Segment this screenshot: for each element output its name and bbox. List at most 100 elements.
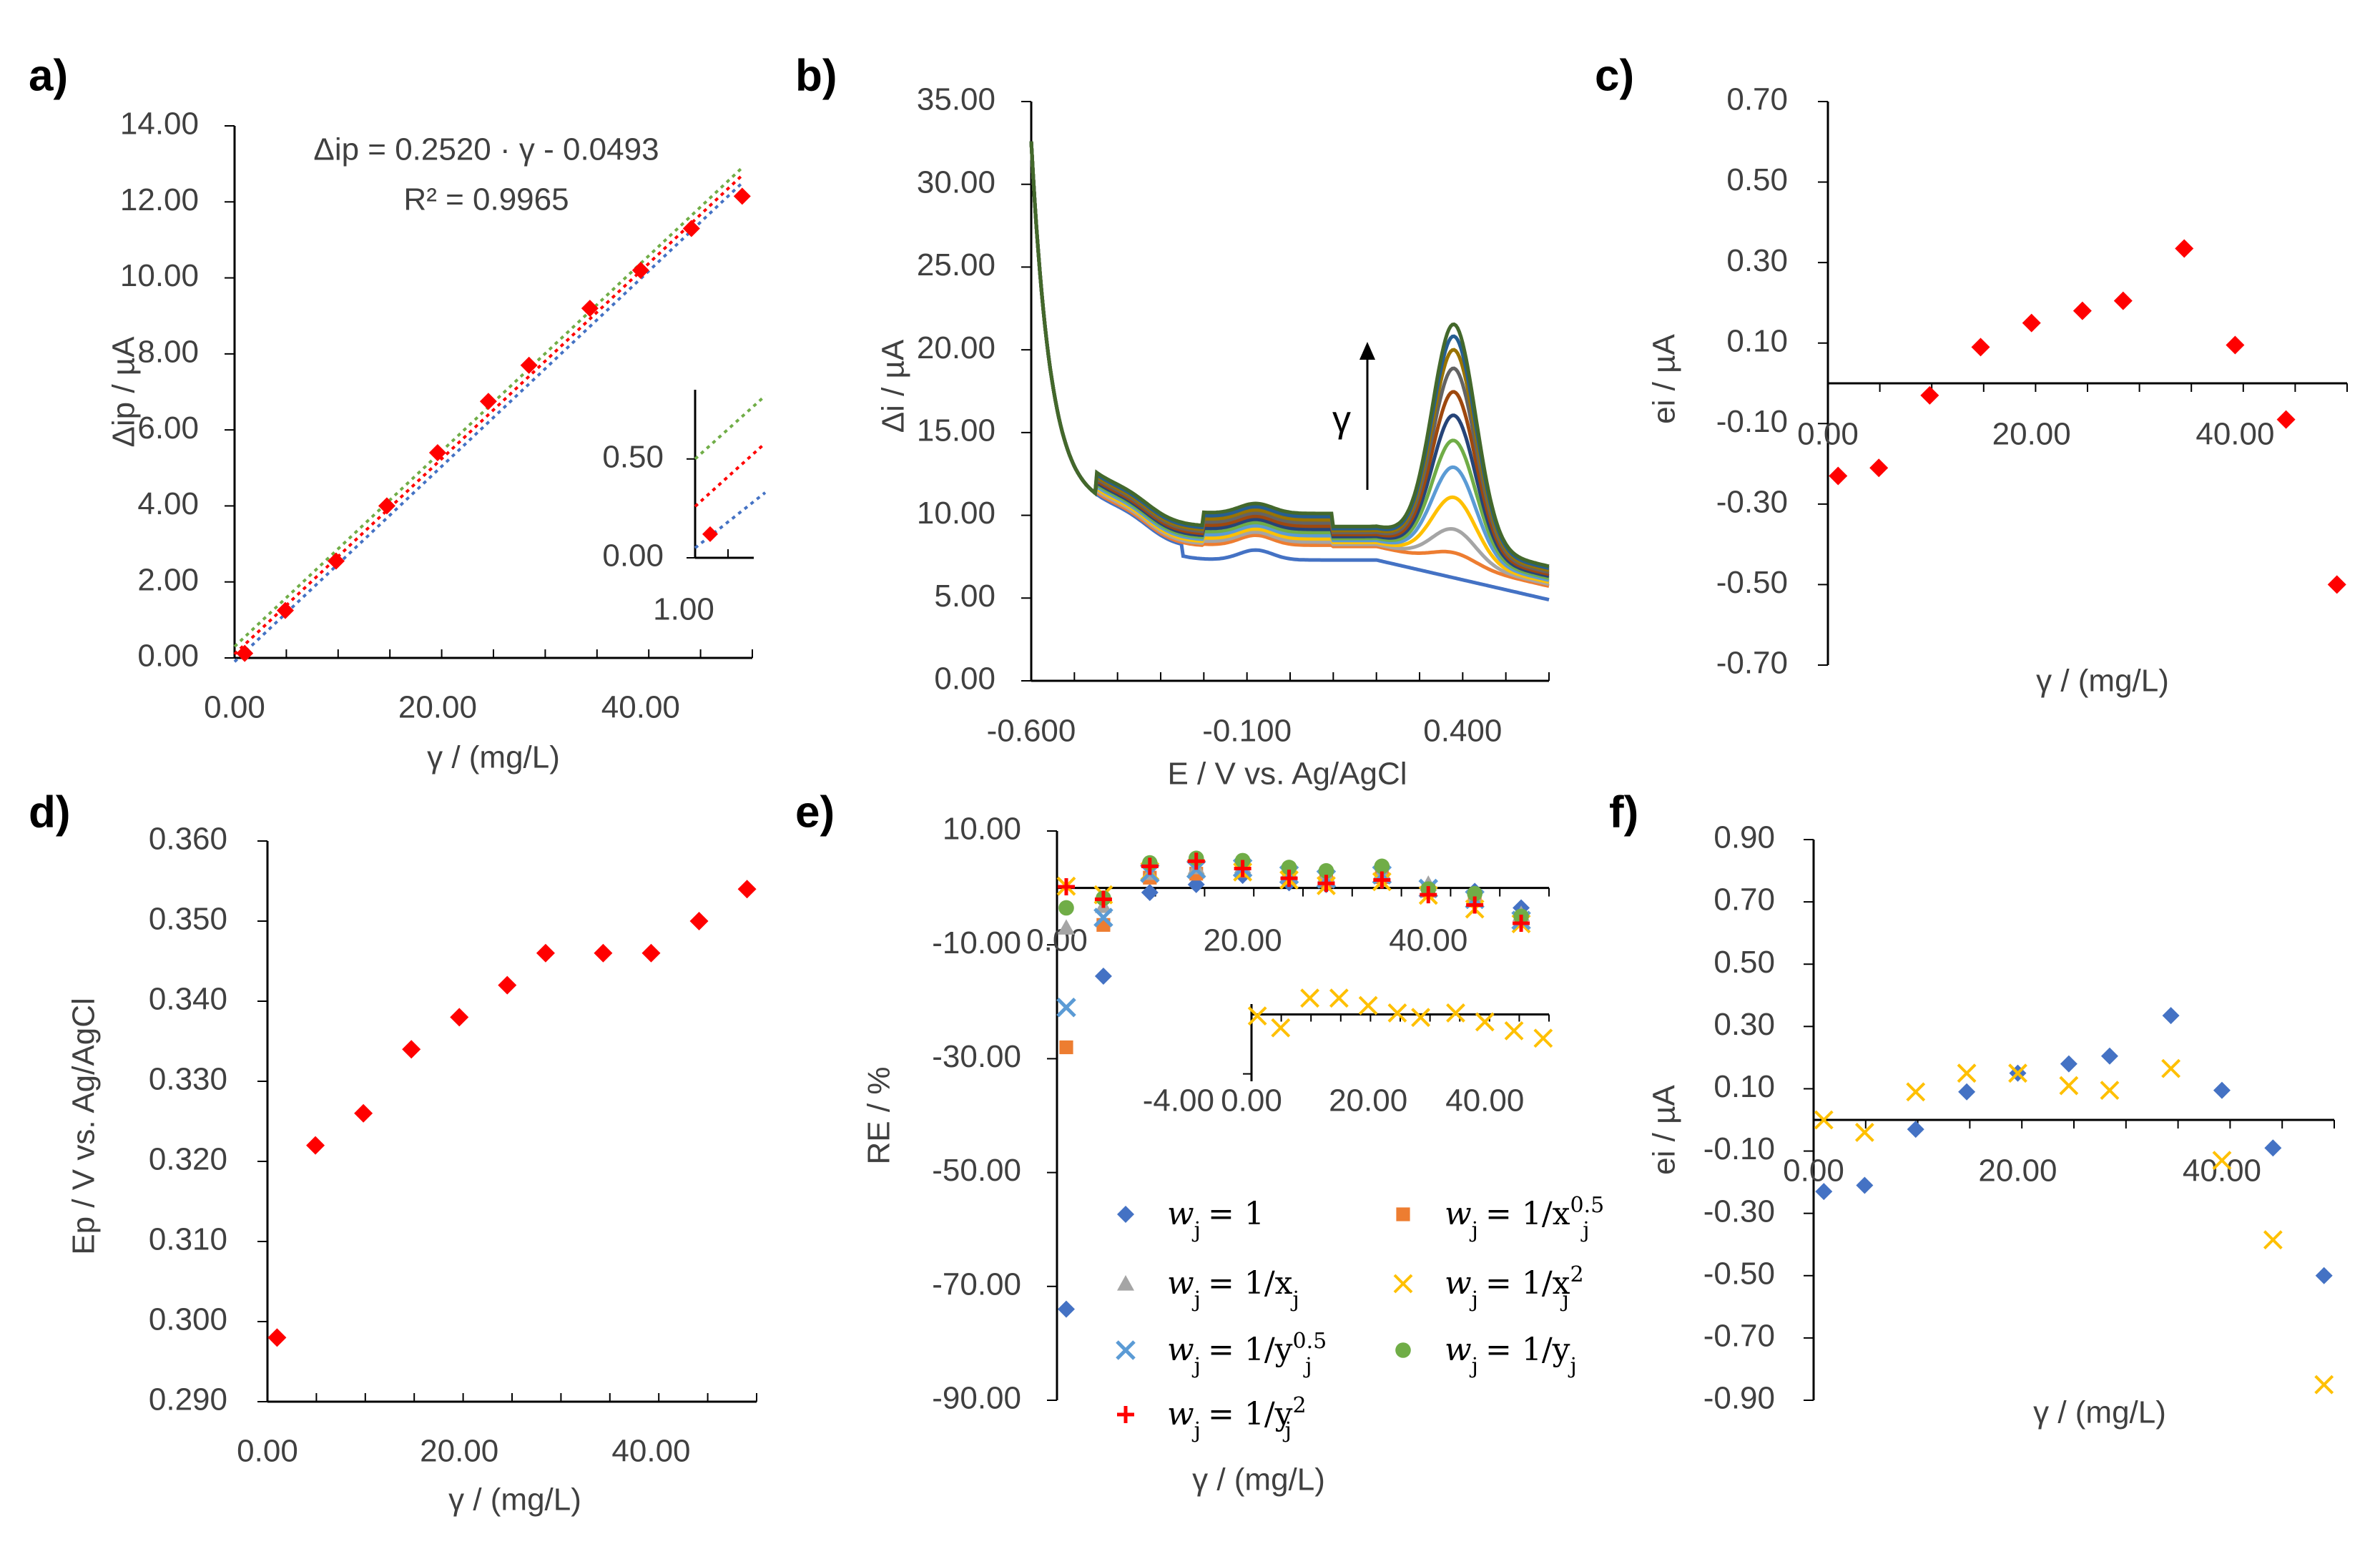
y-tick-label: 0.360: [149, 822, 227, 857]
data-point: [1374, 858, 1390, 875]
y-tick-label: 4.00: [137, 486, 199, 521]
data-point: [1920, 385, 1939, 405]
inset-data-point: [1358, 995, 1378, 1016]
voltammogram-line: [1029, 141, 1550, 576]
data-point: [1058, 900, 1074, 916]
legend-label: wj = 1/y0.5 j: [1167, 1329, 1327, 1379]
legend-marker: [1117, 1206, 1134, 1223]
panel-b: 0.00 5.00 10.00 15.00 20.00 25.00 30.00 35.00 -0…: [876, 82, 1550, 792]
data-point: [2327, 575, 2346, 594]
data-point: [378, 497, 395, 515]
data-point: [1854, 1123, 1874, 1142]
x-tick-label: 40.00: [611, 1434, 690, 1469]
legend-label-part: j: [1580, 1218, 1589, 1243]
panel-label: a): [29, 51, 68, 100]
x-axis-title: γ / (mg/L): [2036, 664, 2169, 699]
legend-label-part: j: [1192, 1354, 1201, 1379]
legend-label-part: w: [1167, 1396, 1194, 1432]
inset-x-tick-label: 0.00: [1221, 1083, 1282, 1118]
legend-label-part: 0.5: [1293, 1329, 1327, 1354]
y-tick-label: 0.00: [137, 639, 199, 674]
x-tick-label: -0.600: [987, 714, 1076, 749]
x-tick-label: 40.00: [2195, 417, 2274, 452]
legend-label: wj = 1: [1167, 1196, 1264, 1243]
legend-label-part: j: [1560, 1287, 1569, 1312]
x-tick-label: 20.00: [1978, 1154, 2057, 1189]
inset-data-point: [1411, 1008, 1430, 1028]
legend-label-part: j: [1470, 1354, 1478, 1379]
inset-data-point: [1387, 1003, 1407, 1023]
y-tick-label: -0.50: [1703, 1256, 1775, 1291]
data-point: [1815, 1183, 1833, 1201]
legend-label-part: w: [1445, 1196, 1472, 1232]
inset-x-tick-label: 20.00: [1329, 1083, 1407, 1118]
x-tick-label: 40.00: [1389, 923, 1467, 958]
x-tick-label: 20.00: [398, 690, 477, 725]
voltammogram-line: [1029, 141, 1550, 572]
legend-label-part: j: [1192, 1287, 1201, 1312]
y-tick-label: 15.00: [917, 413, 995, 448]
y-tick-label: 0.10: [1726, 323, 1788, 358]
y-tick-label: 12.00: [120, 182, 199, 217]
y-tick-label: 10.00: [943, 812, 1021, 847]
inset-y-tick-label: 0.00: [602, 539, 664, 574]
legend-label-part: j: [1470, 1218, 1478, 1243]
legend-label-part: 0.5: [1570, 1193, 1604, 1218]
legend-label-part: = 1/x: [1485, 1196, 1570, 1232]
data-point: [1466, 896, 1484, 914]
data-point: [1234, 860, 1252, 877]
inset-chart: -4.00 0.00 20.00 40.00: [1143, 988, 1553, 1118]
legend-label: wj = 1/x0.5 j: [1445, 1193, 1604, 1243]
inset-data-point: [1247, 1006, 1267, 1026]
y-tick-label: 5.00: [934, 579, 995, 614]
data-point: [1906, 1082, 1926, 1102]
data-point: [2213, 1081, 2231, 1099]
data-point: [1093, 908, 1113, 928]
data-point: [536, 943, 555, 963]
data-point: [2100, 1081, 2120, 1101]
legend-label-part: = 1/y: [1208, 1332, 1293, 1368]
y-tick-label: 10.00: [120, 258, 199, 293]
legend-label-part: j: [1290, 1287, 1299, 1312]
equation-label: Δip = 0.2520 · γ - 0.0493: [313, 132, 659, 167]
data-point: [2264, 1139, 2282, 1157]
y-tick-label: -70.00: [932, 1267, 1021, 1302]
inset-data-point: [1300, 988, 1319, 1008]
data-point: [1141, 857, 1159, 875]
y-tick-label: 0.10: [1713, 1069, 1775, 1104]
data-point: [2113, 291, 2133, 310]
data-point: [641, 943, 661, 963]
inset-chart: 0.00 0.50 1.00: [602, 390, 767, 627]
x-tick-label: 20.00: [1992, 417, 2071, 452]
y-axis-title: Δip / µA: [107, 336, 142, 448]
panel-label: b): [795, 51, 837, 100]
trendline: [233, 174, 744, 656]
data-point: [1373, 871, 1391, 889]
data-point: [1094, 967, 1112, 985]
data-point: [1829, 466, 1848, 486]
y-tick-label: 0.300: [149, 1302, 227, 1337]
y-tick-label: 0.340: [149, 982, 227, 1017]
data-point: [2060, 1055, 2077, 1073]
data-point: [682, 220, 700, 237]
data-point: [354, 1103, 373, 1123]
y-tick-label: 6.00: [137, 410, 199, 446]
x-axis-title: γ / (mg/L): [448, 1482, 581, 1518]
legend-label-part: w: [1167, 1265, 1194, 1302]
legend-label: wj = 1/xj: [1167, 1265, 1299, 1312]
data-point: [450, 1008, 469, 1027]
x-tick-label: 0.400: [1423, 714, 1502, 749]
data-point: [267, 1328, 287, 1347]
legend-label-part: w: [1445, 1332, 1472, 1368]
voltammogram-line: [1029, 141, 1550, 569]
legend-marker: [1393, 1274, 1413, 1294]
inset-data-point: [1504, 1021, 1524, 1041]
y-tick-label: 20.00: [917, 330, 995, 365]
legend-label-part: w: [1167, 1196, 1194, 1232]
y-tick-label: 0.320: [149, 1142, 227, 1177]
y-axis-title: RE / %: [862, 1067, 897, 1165]
y-tick-label: -10.00: [932, 925, 1021, 960]
legend-marker: [1117, 1275, 1134, 1291]
y-tick-label: 0.00: [934, 662, 995, 697]
y-tick-label: -0.30: [1716, 484, 1788, 519]
